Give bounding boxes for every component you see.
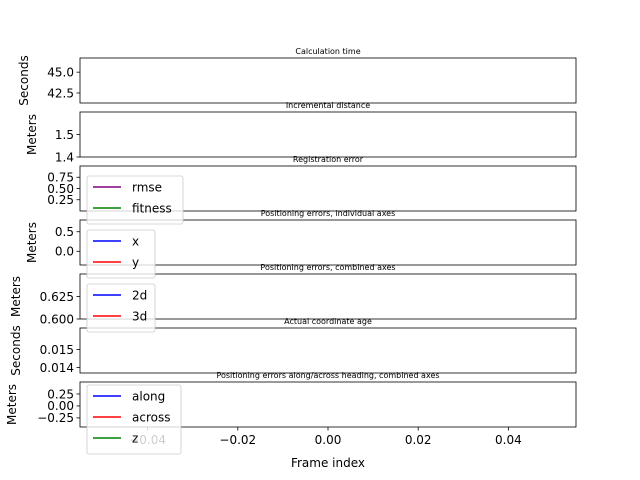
x-tick-label: 0.00 bbox=[315, 433, 342, 447]
legend-box bbox=[86, 175, 184, 225]
x-axis-label: Frame index bbox=[291, 456, 365, 470]
y-tick-label: 45.0 bbox=[47, 65, 74, 79]
y-tick-label: 0.00 bbox=[47, 399, 74, 413]
y-axis-label: Meters bbox=[25, 222, 39, 263]
y-tick-label: 1.4 bbox=[55, 150, 74, 164]
axes-frame bbox=[79, 219, 577, 266]
y-tick-label: 42.5 bbox=[47, 86, 74, 100]
legend-box bbox=[86, 229, 156, 279]
y-axis-label: Seconds bbox=[17, 55, 31, 105]
legend-label-2d: 2d bbox=[132, 288, 147, 302]
legend-label-x: x bbox=[132, 234, 139, 248]
y-axis-label: Meters bbox=[25, 114, 39, 155]
legend-label-along: along bbox=[132, 389, 165, 403]
legend-label-3d: 3d bbox=[132, 309, 147, 323]
x-tick-label: −0.02 bbox=[219, 433, 256, 447]
y-tick-label: 1.5 bbox=[55, 128, 74, 142]
panel-title: Positioning errors, individual axes bbox=[261, 209, 396, 218]
y-tick-label: 0.600 bbox=[40, 312, 74, 326]
y-tick-label: 0.25 bbox=[47, 387, 74, 401]
axes-frame bbox=[79, 57, 577, 104]
y-tick-label: −0.25 bbox=[37, 411, 74, 425]
panel-title: Positioning errors along/across heading,… bbox=[216, 371, 439, 380]
panel-title: Incremental distance bbox=[286, 101, 370, 110]
legend-label-fitness: fitness bbox=[132, 201, 172, 215]
y-tick-label: 0.5 bbox=[55, 225, 74, 239]
panel-title: Actual coordinate age bbox=[284, 317, 372, 326]
y-tick-label: 0.0 bbox=[55, 245, 74, 259]
legend-label-y: y bbox=[132, 255, 139, 269]
y-tick-label: 0.014 bbox=[40, 361, 74, 375]
x-tick-label: 0.02 bbox=[405, 433, 432, 447]
legend-label-across: across bbox=[132, 410, 170, 424]
panel-title: Positioning errors, combined axes bbox=[260, 263, 395, 272]
y-tick-label: 0.50 bbox=[47, 182, 74, 196]
axes-frame bbox=[79, 111, 577, 158]
axes-frame bbox=[79, 327, 577, 374]
panel-title: Calculation time bbox=[295, 47, 360, 56]
legend-label-z: z bbox=[132, 431, 138, 445]
panel-title: Registration error bbox=[293, 155, 364, 164]
y-axis-label: Meters bbox=[9, 276, 23, 317]
y-tick-label: 0.625 bbox=[40, 290, 74, 304]
y-tick-label: 0.75 bbox=[47, 171, 74, 185]
x-tick-label: 0.04 bbox=[495, 433, 522, 447]
y-tick-label: 0.25 bbox=[47, 193, 74, 207]
legend-label-rmse: rmse bbox=[132, 180, 162, 194]
y-tick-label: 0.015 bbox=[40, 343, 74, 357]
legend-box bbox=[86, 283, 156, 333]
y-axis-label: Seconds bbox=[9, 325, 23, 375]
legend-box bbox=[86, 384, 182, 455]
y-axis-label: Meters bbox=[5, 384, 19, 425]
